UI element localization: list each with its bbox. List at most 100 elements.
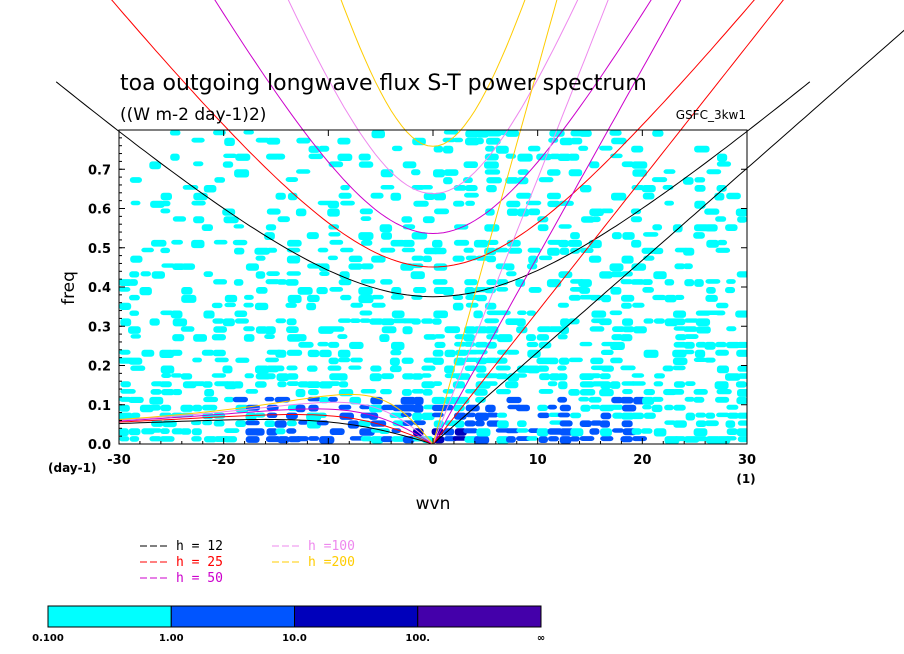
heat-cell bbox=[694, 177, 706, 183]
heat-cell bbox=[716, 302, 729, 309]
heat-cell bbox=[672, 357, 688, 365]
heat-cell bbox=[254, 247, 270, 255]
heat-cell bbox=[674, 294, 685, 300]
heat-cell bbox=[664, 420, 677, 425]
heat-cell bbox=[683, 326, 698, 332]
heat-cell bbox=[547, 428, 564, 435]
kelvin-curve-h50 bbox=[432, 0, 682, 445]
heat-cell bbox=[725, 436, 737, 441]
heat-cell bbox=[578, 396, 590, 402]
heat-cell bbox=[548, 326, 564, 333]
heat-cell bbox=[609, 381, 621, 389]
heat-cell bbox=[463, 334, 476, 342]
heat-cell bbox=[390, 349, 402, 356]
heat-cell bbox=[590, 373, 601, 379]
heat-cell bbox=[609, 263, 624, 272]
heat-cell bbox=[286, 365, 298, 371]
heat-cell bbox=[642, 192, 655, 200]
heat-cell bbox=[527, 145, 541, 152]
heat-cell bbox=[432, 381, 443, 386]
heat-cell bbox=[579, 389, 596, 396]
heat-cell bbox=[652, 130, 664, 137]
heat-cell bbox=[651, 404, 663, 413]
heat-cell bbox=[285, 279, 299, 286]
heat-cell bbox=[327, 365, 342, 371]
heat-cell bbox=[464, 365, 477, 371]
heat-cell bbox=[515, 404, 530, 412]
heat-cell bbox=[391, 341, 405, 350]
heat-cell bbox=[464, 420, 476, 427]
heat-cell bbox=[360, 263, 374, 270]
heat-cell bbox=[421, 381, 435, 389]
heat-cell bbox=[317, 341, 329, 347]
heat-cell bbox=[391, 436, 406, 442]
y-tick-label: 0.4 bbox=[88, 281, 111, 296]
heat-cell bbox=[213, 420, 225, 427]
heat-cell bbox=[455, 373, 471, 380]
heat-cell bbox=[505, 177, 519, 184]
heat-cell bbox=[338, 318, 352, 323]
heat-cell bbox=[337, 334, 348, 339]
heat-cell bbox=[486, 177, 502, 184]
heat-cell bbox=[453, 185, 467, 191]
heat-cell bbox=[557, 334, 568, 340]
heat-cell bbox=[266, 271, 280, 276]
heat-cell bbox=[683, 247, 695, 256]
heat-cell bbox=[349, 396, 362, 405]
heat-cell bbox=[694, 279, 704, 287]
heat-cell bbox=[517, 169, 529, 175]
heat-cell bbox=[664, 200, 674, 206]
heat-cell bbox=[662, 365, 674, 372]
heat-cell bbox=[546, 279, 562, 288]
heat-cell bbox=[622, 232, 635, 240]
heat-cell bbox=[411, 169, 421, 176]
heat-cell bbox=[685, 381, 696, 386]
heat-cell bbox=[559, 436, 572, 444]
x-tick-label: 0 bbox=[428, 453, 437, 468]
heat-cell bbox=[515, 279, 526, 287]
heat-cell bbox=[539, 373, 551, 381]
heat-cell bbox=[379, 224, 393, 233]
heat-cell bbox=[475, 130, 489, 138]
heat-cell bbox=[672, 389, 685, 395]
heat-cell bbox=[497, 334, 513, 343]
heat-cell bbox=[276, 373, 290, 382]
heat-cell bbox=[515, 373, 528, 378]
heat-cell bbox=[149, 436, 162, 442]
heat-cell bbox=[130, 255, 143, 263]
heat-cell bbox=[591, 216, 601, 223]
heat-cell bbox=[474, 349, 488, 355]
heat-cell bbox=[547, 200, 561, 208]
heat-cell bbox=[484, 153, 499, 161]
heat-cell bbox=[694, 185, 706, 192]
heat-cell bbox=[338, 373, 348, 381]
heat-cell bbox=[223, 436, 238, 443]
heat-cell bbox=[673, 404, 686, 411]
heat-cell bbox=[504, 263, 515, 271]
heat-cell bbox=[264, 232, 275, 240]
heat-cell bbox=[203, 271, 214, 277]
heat-cell bbox=[286, 326, 299, 333]
heat-cell bbox=[319, 436, 335, 444]
heat-cell bbox=[664, 294, 677, 303]
heat-cell bbox=[506, 396, 522, 404]
heat-cell bbox=[568, 357, 583, 363]
heat-cell bbox=[371, 130, 385, 139]
heat-cell bbox=[401, 239, 415, 247]
heat-cell bbox=[232, 396, 248, 403]
heat-cell bbox=[527, 247, 542, 253]
heat-cell bbox=[274, 420, 287, 428]
heat-cell bbox=[631, 239, 642, 248]
heat-cell bbox=[599, 420, 610, 428]
heat-cell bbox=[630, 216, 643, 223]
heat-cell bbox=[599, 389, 614, 397]
heat-cell bbox=[557, 365, 567, 371]
heat-cell bbox=[432, 247, 447, 255]
power-contour-fill bbox=[119, 130, 747, 444]
heat-cell bbox=[370, 365, 382, 372]
heat-cell bbox=[431, 396, 446, 404]
heat-cell bbox=[653, 318, 665, 324]
heat-cell bbox=[380, 279, 393, 285]
heat-cell bbox=[538, 436, 548, 443]
heat-cell bbox=[558, 239, 569, 248]
